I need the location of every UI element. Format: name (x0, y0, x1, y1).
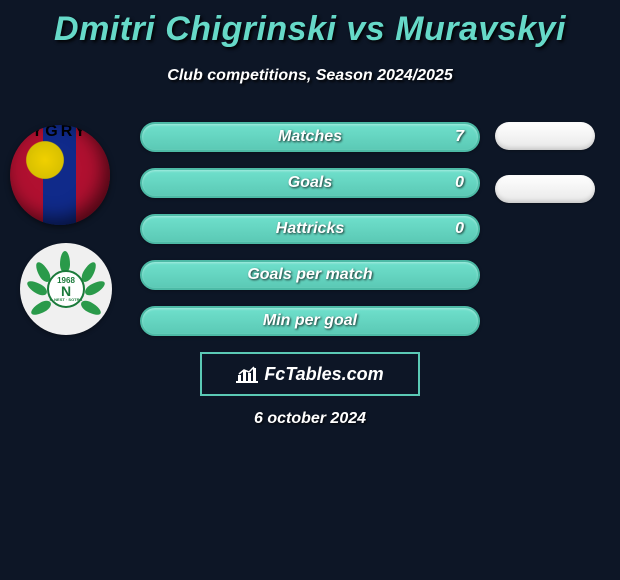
stat-value: 7 (455, 128, 464, 146)
stat-label: Goals (288, 174, 332, 192)
stats-bars: Matches 7 Goals 0 Hattricks 0 Goals per … (140, 122, 480, 352)
brand-text: FcTables.com (264, 364, 383, 385)
chart-icon (236, 365, 258, 383)
stat-value: 0 (455, 174, 464, 192)
pill-goals (495, 175, 595, 203)
stat-row-matches: Matches 7 (140, 122, 480, 152)
page-title: Dmitri Chigrinski vs Muravskyi (0, 0, 620, 49)
comparison-pills (495, 122, 595, 228)
stat-row-goals-per-match: Goals per match (140, 260, 480, 290)
brand-link[interactable]: FcTables.com (200, 352, 420, 396)
subtitle: Club competitions, Season 2024/2025 (0, 67, 620, 85)
date-text: 6 october 2024 (254, 410, 366, 428)
player-badges: 1968 N IL NEST · SOTRA (10, 125, 112, 335)
stat-label: Min per goal (263, 312, 357, 330)
player2-badge: 1968 N IL NEST · SOTRA (20, 243, 112, 335)
stat-label: Matches (278, 128, 342, 146)
stat-label: Goals per match (247, 266, 372, 284)
player2-badge-center: 1968 N IL NEST · SOTRA (47, 270, 85, 308)
stat-row-goals: Goals 0 (140, 168, 480, 198)
pill-matches (495, 122, 595, 150)
player1-badge (10, 125, 110, 225)
stat-label: Hattricks (276, 220, 344, 238)
stat-row-min-per-goal: Min per goal (140, 306, 480, 336)
stat-row-hattricks: Hattricks 0 (140, 214, 480, 244)
stat-value: 0 (455, 220, 464, 238)
